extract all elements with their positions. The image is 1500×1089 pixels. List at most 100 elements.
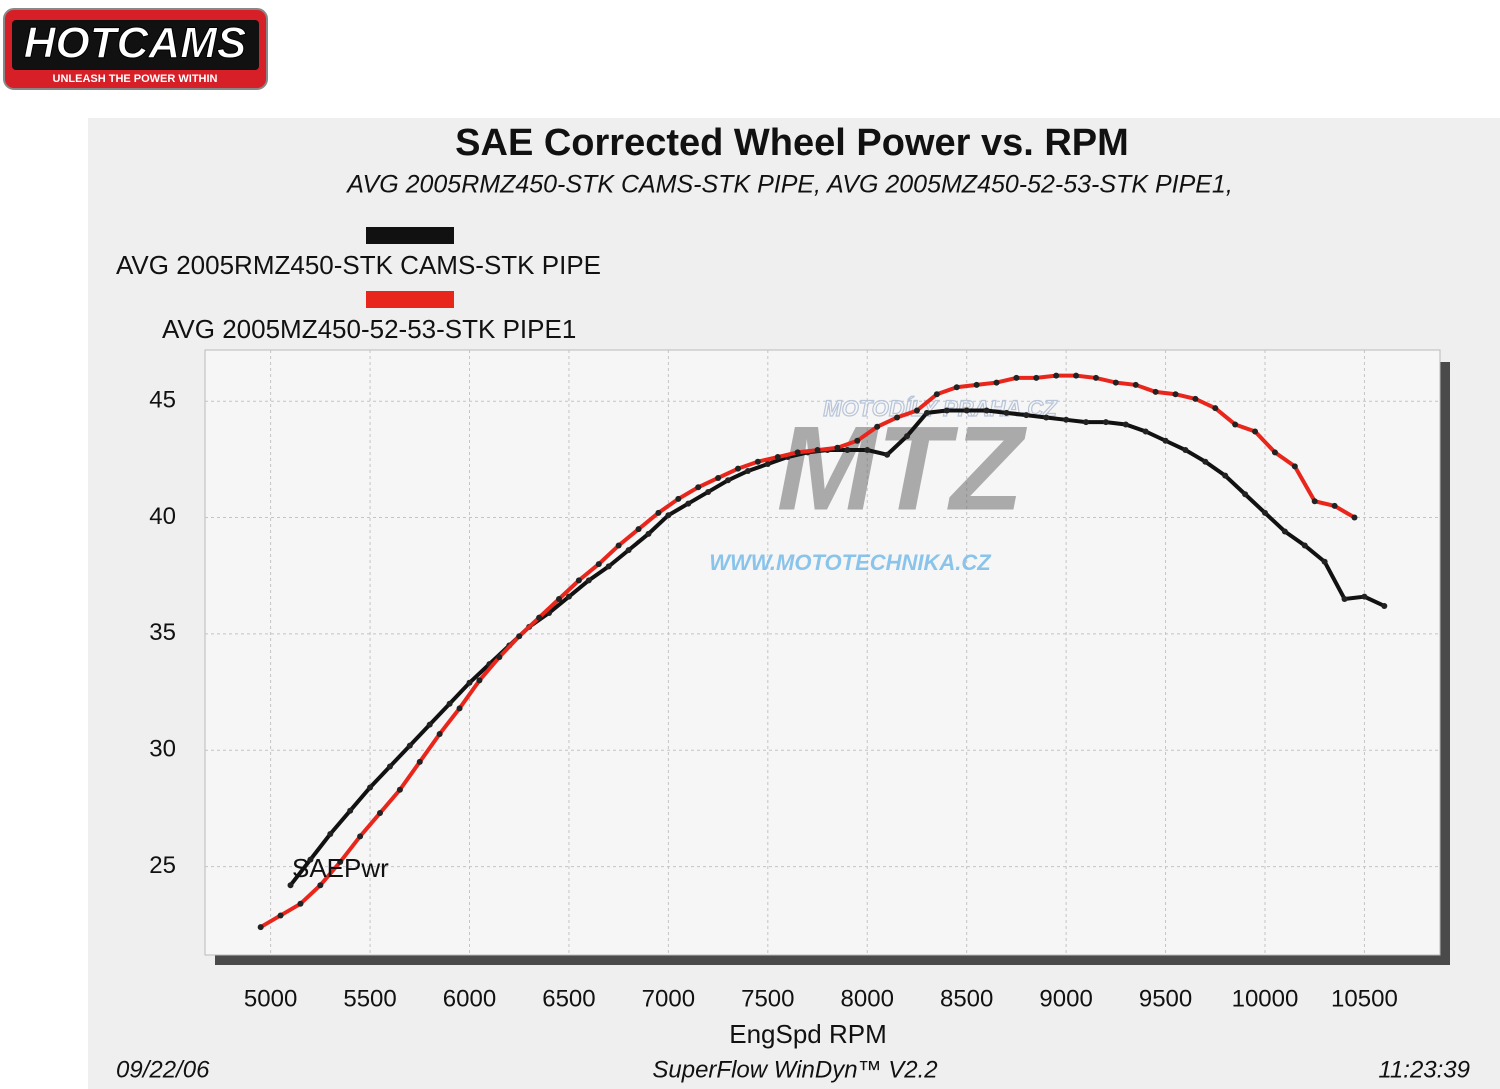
- data-point: [386, 763, 393, 770]
- data-point: [406, 742, 413, 749]
- data-point: [625, 547, 632, 554]
- data-point: [923, 409, 930, 416]
- data-point: [635, 526, 642, 533]
- data-point: [725, 477, 732, 484]
- data-point: [894, 414, 901, 421]
- data-point: [337, 858, 344, 865]
- data-point: [1122, 421, 1129, 428]
- data-point: [377, 810, 384, 817]
- chart-subtitle: AVG 2005RMZ450-STK CAMS-STK PIPE, AVG 20…: [345, 171, 1233, 199]
- data-point: [1192, 395, 1199, 402]
- data-point: [615, 542, 622, 549]
- data-point: [1013, 374, 1020, 381]
- data-point: [1222, 472, 1229, 479]
- data-point: [456, 705, 463, 712]
- data-point: [1321, 558, 1328, 565]
- data-point: [913, 407, 920, 414]
- data-point: [317, 882, 324, 889]
- legend-label: AVG 2005MZ450-52-53-STK PIPE1: [162, 314, 576, 344]
- data-point: [347, 807, 354, 814]
- data-point: [536, 614, 543, 621]
- data-point: [446, 700, 453, 707]
- x-tick-label: 9000: [1039, 985, 1092, 1012]
- data-point: [277, 912, 284, 919]
- data-point: [675, 495, 682, 502]
- data-point: [1152, 388, 1159, 395]
- data-point: [1043, 414, 1050, 421]
- x-tick-label: 7000: [642, 985, 695, 1012]
- data-point: [1281, 528, 1288, 535]
- y-tick-label: 25: [149, 852, 176, 879]
- logo-inner: [12, 20, 259, 70]
- footer-time: 11:23:39: [1378, 1056, 1470, 1083]
- data-point: [844, 447, 851, 454]
- data-point: [993, 379, 1000, 386]
- data-point: [1331, 502, 1338, 509]
- data-point: [396, 786, 403, 793]
- watermark-url: WWW.MOTOTECHNIKA.CZ: [709, 550, 992, 575]
- data-point: [744, 468, 751, 474]
- data-point: [367, 784, 374, 791]
- data-point: [973, 381, 980, 388]
- data-point: [645, 530, 652, 537]
- data-point: [1341, 595, 1348, 602]
- data-point: [794, 449, 801, 456]
- data-point: [466, 679, 473, 686]
- data-point: [695, 484, 702, 491]
- chart-title: SAE Corrected Wheel Power vs. RPM: [455, 122, 1129, 164]
- data-point: [943, 407, 950, 414]
- data-point: [963, 407, 970, 414]
- data-point: [327, 831, 334, 837]
- data-point: [864, 447, 871, 454]
- data-point: [1112, 379, 1119, 386]
- y-tick-label: 45: [149, 387, 176, 414]
- data-point: [1351, 514, 1358, 521]
- x-tick-label: 5500: [343, 985, 396, 1012]
- data-point: [834, 444, 841, 451]
- data-point: [904, 433, 911, 440]
- x-tick-label: 6000: [443, 985, 496, 1012]
- watermark-mark: MTZ: [777, 402, 1028, 536]
- data-point: [565, 593, 572, 600]
- data-point: [307, 856, 314, 863]
- watermark-top: MOTODÍLY PRAHA.CZ: [823, 396, 1058, 421]
- data-point: [983, 407, 990, 414]
- data-point: [655, 509, 662, 516]
- x-tick-label: 5000: [244, 985, 297, 1012]
- data-point: [1023, 412, 1030, 419]
- data-point: [426, 721, 433, 728]
- data-point: [595, 561, 602, 568]
- legend-swatch: [366, 227, 454, 244]
- data-point: [1291, 463, 1298, 470]
- data-point: [357, 833, 364, 840]
- data-point: [953, 384, 960, 391]
- data-point: [874, 423, 881, 430]
- data-point: [436, 730, 443, 737]
- data-point: [764, 461, 771, 468]
- data-point: [605, 563, 612, 570]
- logo-tagline: UNLEASH THE POWER WITHIN: [53, 73, 218, 85]
- y-tick-label: 40: [149, 503, 176, 530]
- x-tick-label: 10000: [1232, 985, 1299, 1012]
- data-point: [297, 900, 304, 907]
- y-tick-label: 30: [149, 736, 176, 763]
- data-point: [1132, 381, 1139, 388]
- data-point: [1261, 509, 1268, 516]
- data-point: [1242, 491, 1249, 498]
- data-point: [1361, 593, 1368, 600]
- y-tick-label: 35: [149, 619, 176, 646]
- data-point: [1053, 372, 1060, 379]
- data-point: [854, 437, 861, 444]
- x-tick-label: 7500: [741, 985, 794, 1012]
- data-point: [516, 633, 523, 640]
- data-point: [665, 512, 672, 519]
- data-point: [585, 577, 592, 584]
- data-point: [1252, 428, 1259, 435]
- data-point: [1083, 419, 1090, 426]
- data-point: [1311, 498, 1318, 505]
- data-point: [1212, 405, 1219, 412]
- data-point: [884, 451, 891, 458]
- data-point: [814, 447, 821, 454]
- data-point: [1142, 428, 1149, 435]
